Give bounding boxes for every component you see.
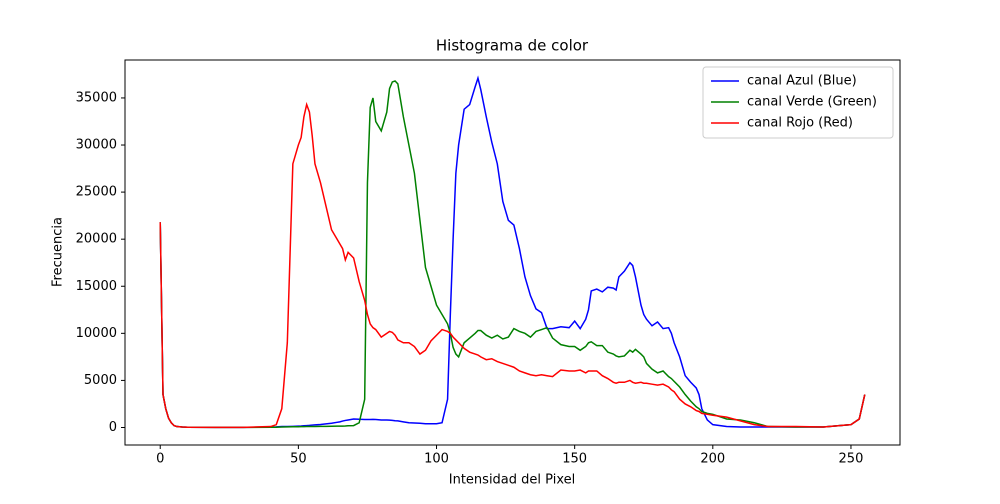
y-tick-label: 35000 bbox=[76, 90, 117, 105]
legend-box bbox=[702, 66, 894, 139]
chart-title: Histograma de color bbox=[436, 37, 589, 55]
x-axis-label: Intensidad del Pixel bbox=[449, 473, 575, 488]
series-line bbox=[159, 101, 866, 429]
y-tick-label: 0 bbox=[109, 420, 117, 435]
x-tick-label: 150 bbox=[562, 452, 587, 467]
legend-label: canal Verde (Green) bbox=[747, 95, 877, 110]
legend-label: canal Rojo (Red) bbox=[747, 116, 853, 131]
x-tick-label: 0 bbox=[156, 452, 164, 467]
y-tick-label: 25000 bbox=[76, 185, 117, 200]
y-tick-label: 20000 bbox=[76, 232, 117, 247]
series-line bbox=[159, 75, 866, 429]
plot bbox=[159, 75, 866, 429]
y-tick-label: 10000 bbox=[76, 326, 117, 341]
x-tick-label: 50 bbox=[290, 452, 307, 467]
y-tick-label: 15000 bbox=[76, 279, 117, 294]
x-tick-label: 250 bbox=[839, 452, 864, 467]
x-tick-label: 200 bbox=[700, 452, 725, 467]
y-tick-label: 5000 bbox=[84, 373, 117, 388]
series-line bbox=[159, 80, 866, 429]
plot-frame bbox=[124, 59, 901, 446]
legend-label: canal Azul (Blue) bbox=[747, 74, 857, 89]
x-tick-label: 100 bbox=[424, 452, 449, 467]
y-tick-label: 30000 bbox=[76, 138, 117, 153]
y-axis-label: Frecuencia bbox=[51, 217, 66, 287]
